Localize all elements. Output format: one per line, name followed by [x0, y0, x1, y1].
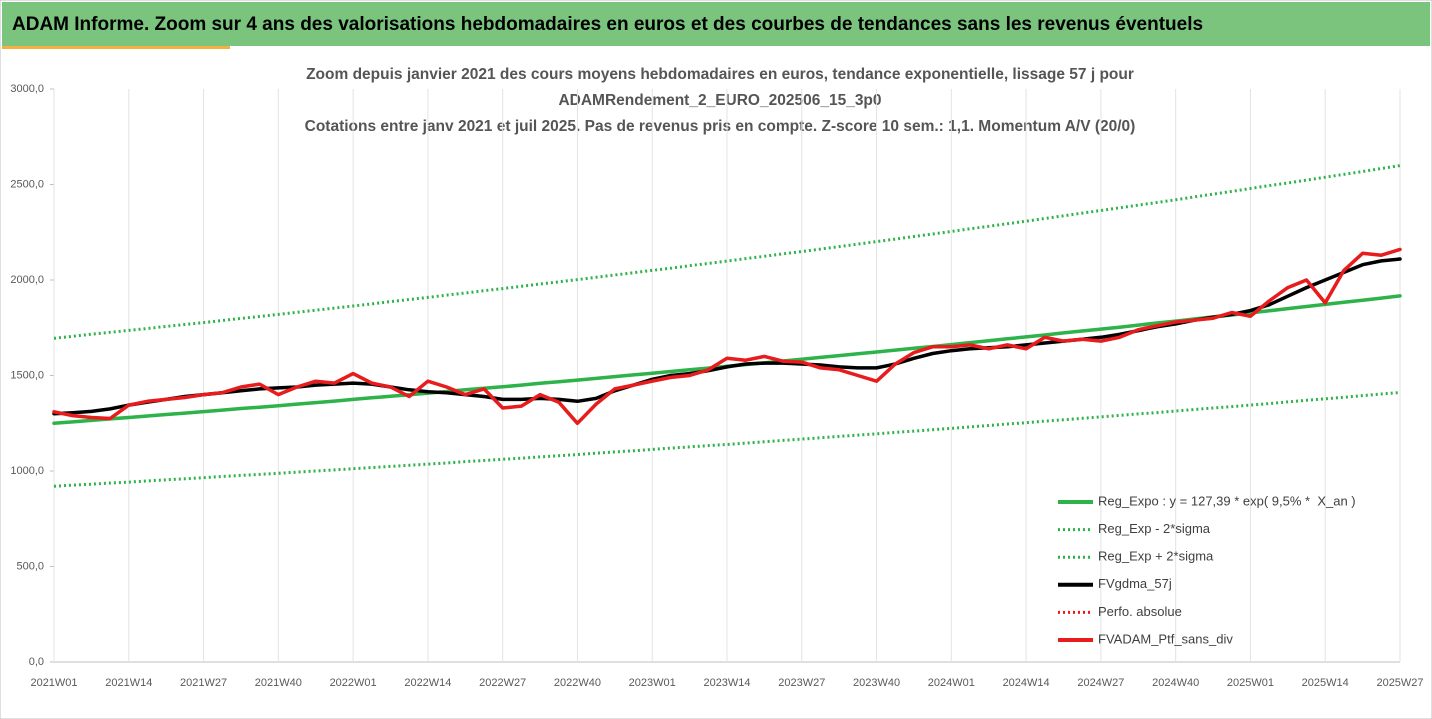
- x-tick-label: 2021W40: [255, 677, 302, 689]
- legend: Reg_Expo : y = 127,39 * exp( 9,5% * X_an…: [1058, 493, 1356, 646]
- x-tick-label: 2023W01: [629, 677, 676, 689]
- legend-label: FVADAM_Ptf_sans_div: [1098, 631, 1233, 646]
- series-line: [52, 257, 1402, 416]
- x-tick-label: 2023W27: [778, 677, 825, 689]
- x-tick-label: 2022W14: [404, 677, 451, 689]
- plot: [52, 164, 1402, 488]
- y-tick-label: 1000,0: [10, 465, 44, 477]
- y-tick-label: 0,0: [29, 656, 44, 668]
- legend-label: Reg_Exp - 2*sigma: [1098, 521, 1211, 536]
- y-tick-label: 2000,0: [10, 274, 44, 286]
- x-tick-label: 2021W27: [180, 677, 227, 689]
- header-band: [2, 2, 1430, 46]
- chart-title: Cotations entre janv 2021 et juil 2025. …: [305, 118, 1136, 135]
- x-tick-label: 2024W40: [1152, 677, 1199, 689]
- x-tick-label: 2023W40: [853, 677, 900, 689]
- legend-label: Perfo. absolue: [1098, 604, 1182, 619]
- x-tick-label: 2022W01: [330, 677, 377, 689]
- legend-label: FVgdma_57j: [1098, 576, 1172, 591]
- x-tick-label: 2024W14: [1003, 677, 1050, 689]
- series-line: [53, 164, 1401, 340]
- x-tick-label: 2022W27: [479, 677, 526, 689]
- y-tick-label: 2500,0: [10, 178, 44, 190]
- y-tick-label: 1500,0: [10, 369, 44, 381]
- y-tick-label: 3000,0: [10, 83, 44, 95]
- x-tick-label: 2024W27: [1077, 677, 1124, 689]
- y-tick-label: 500,0: [16, 560, 44, 572]
- header-accent: [2, 46, 230, 49]
- legend-label: Reg_Expo : y = 127,39 * exp( 9,5% * X_an…: [1098, 493, 1356, 508]
- chart-title: ADAMRendement_2_EURO_202506_15_3p0: [558, 92, 881, 109]
- chart-title: Zoom depuis janvier 2021 des cours moyen…: [306, 66, 1134, 83]
- legend-label: Reg_Exp + 2*sigma: [1098, 549, 1214, 564]
- x-tick-label: 2025W27: [1376, 677, 1423, 689]
- x-tick-label: 2025W01: [1227, 677, 1274, 689]
- x-tick-label: 2021W14: [105, 677, 152, 689]
- x-tick-label: 2025W14: [1302, 677, 1349, 689]
- header-title: ADAM Informe. Zoom sur 4 ans des valoris…: [12, 14, 1203, 35]
- x-tick-label: 2022W40: [554, 677, 601, 689]
- x-tick-label: 2023W14: [703, 677, 750, 689]
- series-line: [52, 247, 1402, 426]
- x-tick-label: 2021W01: [30, 677, 77, 689]
- x-tick-label: 2024W01: [928, 677, 975, 689]
